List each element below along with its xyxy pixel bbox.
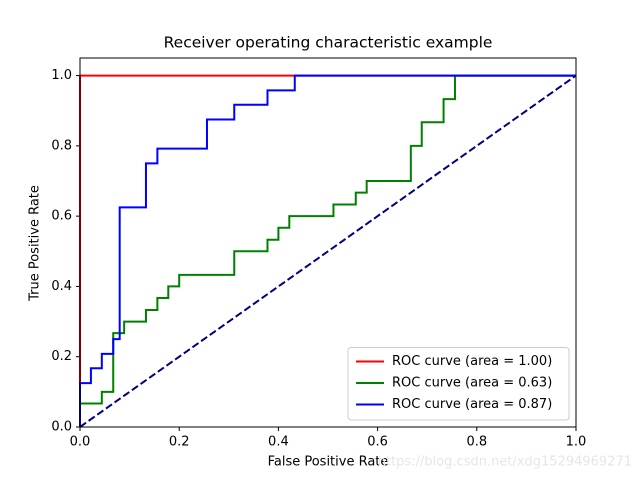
y-tick-label: 0.8 [51, 138, 72, 153]
x-tick-label: 1.0 [566, 435, 587, 450]
y-tick-label: 1.0 [51, 68, 72, 83]
legend-box [347, 347, 570, 421]
y-tick-label: 0.6 [51, 209, 72, 224]
x-tick-label: 0.4 [268, 435, 289, 450]
y-tick-label: 0.2 [51, 349, 72, 364]
x-axis-label: False Positive Rate [268, 455, 389, 470]
legend-label: ROC curve (area = 0.63) [392, 376, 552, 391]
x-tick-label: 0.8 [466, 435, 487, 450]
legend-label: ROC curve (area = 0.87) [392, 397, 552, 412]
y-axis-label: True Positive Rate [28, 185, 43, 302]
roc-line [79, 74, 576, 427]
plot-frame [79, 57, 577, 428]
y-tick-label: 0.4 [51, 279, 72, 294]
watermark: https://blog.csdn.net/xdg15294969271 [378, 455, 632, 470]
x-tick-label: 0.0 [70, 435, 91, 450]
x-tick-label: 0.6 [367, 435, 388, 450]
diagonal-line [79, 74, 577, 428]
x-tick-label: 0.2 [169, 435, 190, 450]
y-tick-label: 0.0 [51, 420, 72, 435]
chart-title: Receiver operating characteristic exampl… [164, 34, 493, 52]
legend-label: ROC curve (area = 1.00) [392, 354, 552, 369]
roc-line [79, 74, 576, 427]
